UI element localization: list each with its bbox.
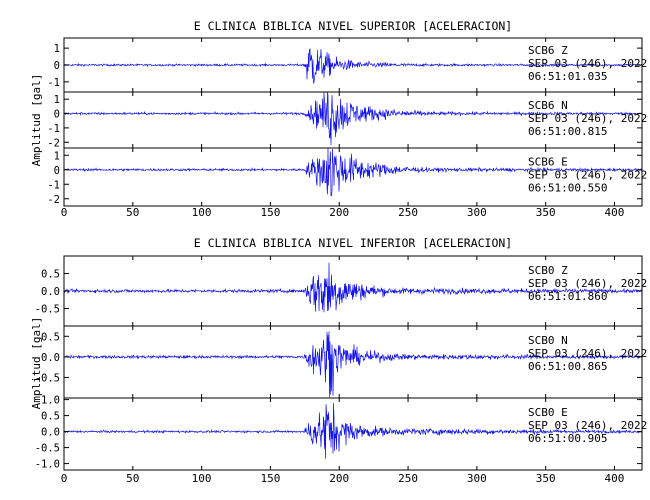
y-axis-label: Amplitud [gal] (30, 317, 43, 410)
chart-upper-level: E CLINICA BIBLICA NIVEL SUPERIOR [ACELER… (30, 19, 647, 219)
station-component-label: SCB6 E (528, 155, 568, 168)
y-tick-label: -1 (47, 77, 60, 89)
y-tick-label: 0.5 (41, 331, 60, 343)
record-date: SEP 03 (246), 2022 (528, 168, 647, 181)
x-tick-label: 250 (398, 206, 418, 219)
y-tick-label: 0.5 (41, 411, 60, 423)
x-tick-label: 300 (467, 206, 487, 219)
panel-frame (63, 147, 643, 207)
y-tick-label: -0.5 (35, 443, 60, 455)
x-tick-label: 400 (605, 206, 625, 219)
x-tick-label: 200 (329, 472, 349, 485)
y-axis-label: Amplitud [gal] (30, 74, 43, 167)
y-tick-label: 0.0 (41, 286, 60, 298)
record-date: SEP 03 (246), 2022 (528, 57, 647, 70)
station-component-label: SCB6 Z (528, 44, 568, 57)
y-tick-label: -1.0 (35, 459, 60, 471)
x-tick-label: 0 (61, 472, 68, 485)
x-tick-label: 0 (61, 206, 68, 219)
record-time: 06:51:00.550 (528, 181, 607, 194)
y-tick-label: 1 (54, 43, 60, 55)
record-date: SEP 03 (246), 2022 (528, 277, 647, 290)
x-tick-label: 50 (126, 206, 139, 219)
y-tick-label: 1 (54, 150, 60, 162)
waveform-trace (63, 148, 643, 197)
waveform-trace (63, 403, 643, 459)
record-time: 06:51:00.815 (528, 125, 607, 138)
y-tick-label: 0.5 (41, 269, 60, 281)
waveform-trace (63, 92, 642, 146)
y-tick-label: 0 (54, 109, 60, 121)
record-time: 06:51:00.865 (528, 360, 607, 373)
waveform-trace (63, 331, 643, 398)
y-tick-label: -0.5 (35, 372, 60, 384)
x-tick-label: 200 (329, 206, 349, 219)
record-date: SEP 03 (246), 2022 (528, 419, 647, 432)
station-component-label: SCB0 Z (528, 264, 568, 277)
record-time: 06:51:01.860 (528, 290, 607, 303)
record-date: SEP 03 (246), 2022 (528, 347, 647, 360)
panel-frame (63, 397, 643, 471)
y-tick-label: 0 (54, 60, 60, 72)
station-component-label: SCB0 N (528, 334, 568, 347)
record-time: 06:51:00.905 (528, 432, 607, 445)
chart-title: E CLINICA BIBLICA NIVEL SUPERIOR [ACELER… (194, 19, 513, 33)
x-tick-label: 250 (398, 472, 418, 485)
y-tick-label: -1 (47, 123, 60, 135)
waveform-trace (63, 262, 643, 313)
x-tick-label: 350 (536, 206, 556, 219)
x-tick-label: 400 (605, 472, 625, 485)
y-tick-label: -2 (47, 194, 60, 206)
y-tick-label: -0.5 (35, 304, 60, 316)
record-time: 06:51:01.035 (528, 70, 607, 83)
y-tick-label: -1 (47, 179, 60, 191)
y-tick-label: 0 (54, 165, 60, 177)
y-tick-label: 0.0 (41, 352, 60, 364)
x-tick-label: 50 (126, 472, 139, 485)
y-tick-label: -2 (47, 137, 60, 149)
x-tick-label: 150 (260, 472, 280, 485)
station-component-label: SCB0 E (528, 406, 568, 419)
x-tick-label: 150 (260, 206, 280, 219)
x-tick-label: 100 (192, 472, 212, 485)
chart-title: E CLINICA BIBLICA NIVEL INFERIOR [ACELER… (194, 236, 513, 250)
x-tick-label: 350 (536, 472, 556, 485)
waveform-trace (63, 48, 643, 84)
chart-lower-level: E CLINICA BIBLICA NIVEL INFERIOR [ACELER… (30, 236, 647, 485)
record-date: SEP 03 (246), 2022 (528, 112, 647, 125)
x-tick-label: 100 (192, 206, 212, 219)
y-tick-label: 0.0 (41, 427, 60, 439)
station-component-label: SCB6 N (528, 99, 568, 112)
x-tick-label: 300 (467, 472, 487, 485)
y-tick-label: 1 (54, 94, 60, 106)
y-tick-label: 1.0 (41, 395, 60, 407)
